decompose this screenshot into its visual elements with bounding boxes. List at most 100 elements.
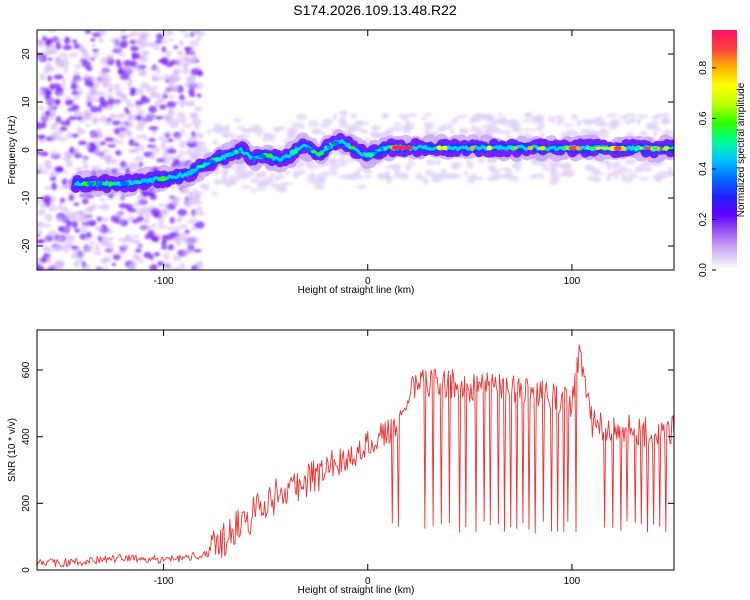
spectrogram-noise-blob — [119, 74, 130, 81]
spectrogram-halo-blob — [360, 129, 369, 134]
spectrogram-halo-blob — [392, 122, 402, 126]
colorbar-tick-label: 0.4 — [698, 162, 709, 176]
spectrogram-noise-blob — [92, 48, 99, 53]
spectrogram-y-tick-label: 0 — [21, 147, 32, 153]
spectrogram-noise-blob — [57, 202, 64, 211]
spectrogram-halo-blob — [561, 163, 573, 169]
spectrogram-noise-blob — [98, 36, 104, 44]
spectrogram-halo-blob — [663, 128, 670, 136]
chart-title: S174.2026.109.13.48.R22 — [293, 2, 457, 18]
snr-x-tick-label: 100 — [564, 576, 581, 587]
spectrogram-noise-blob — [99, 115, 108, 123]
spectrogram-noise-blob — [82, 264, 91, 270]
spectrogram-halo-blob — [355, 127, 363, 132]
spectrogram-noise-blob — [37, 228, 43, 236]
spectrogram-halo-blob — [234, 167, 243, 175]
spectrogram-peak — [131, 180, 139, 185]
spectrogram-halo-blob — [564, 172, 574, 178]
spectrogram-noise-blob — [63, 245, 70, 254]
spectrogram-halo-blob — [547, 115, 556, 123]
spectrogram-noise-blob — [81, 49, 89, 57]
spectrogram-halo-blob — [255, 187, 267, 192]
spectrogram-halo-blob — [606, 164, 612, 171]
spectrogram-noise-blob — [183, 46, 194, 51]
spectrogram-halo-blob — [247, 127, 259, 132]
spectrogram-halo-blob — [521, 119, 533, 123]
spectrogram-halo-blob — [237, 125, 246, 130]
spectrogram-noise-blob — [52, 50, 58, 54]
spectrogram-noise-blob — [180, 262, 185, 268]
spectrogram-noise-blob — [81, 61, 92, 68]
spectrogram-halo-blob — [498, 120, 511, 126]
spectrogram-noise-blob — [43, 160, 52, 168]
spectrogram-noise-blob — [85, 194, 95, 199]
spectrogram-noise-blob — [118, 115, 125, 119]
spectrogram-noise-blob — [44, 213, 53, 222]
spectrogram-noise-blob — [71, 216, 81, 222]
spectrogram-noise-blob — [174, 134, 182, 141]
spectrogram-halo-blob — [227, 181, 238, 186]
spectrogram-noise-blob — [44, 38, 54, 44]
spectrogram-noise-blob — [121, 93, 126, 98]
spectrogram-halo-blob — [550, 173, 557, 180]
snr-y-axis: 0 200 400 600 — [21, 361, 674, 573]
spectrogram-noise-blob — [154, 40, 163, 44]
spectrogram-noise-blob — [74, 228, 81, 233]
spectrogram-noise-blob — [142, 196, 147, 203]
spectrogram-peak — [326, 144, 331, 150]
spectrogram-noise-blob — [135, 248, 142, 253]
spectrogram-noise-blob — [149, 66, 156, 71]
spectrogram-peak — [251, 157, 256, 162]
spectrogram-noise-blob — [90, 57, 96, 61]
spectrogram-noise-blob — [179, 40, 185, 47]
spectrogram-halo-blob — [275, 186, 287, 193]
spectrogram-halo-blob — [499, 167, 510, 171]
spectrogram-noise-blob — [138, 161, 144, 167]
spectrogram-halo-blob — [274, 175, 280, 182]
spectrogram-halo-blob — [523, 128, 530, 132]
spectrogram-noise-blob — [191, 212, 196, 217]
spectrogram-noise-blob — [98, 197, 107, 202]
spectrogram-y-tick-label: -10 — [21, 190, 32, 205]
spectrogram-halo-blob — [319, 124, 330, 129]
spectrogram-noise-blob — [65, 219, 72, 227]
spectrogram-noise-blob — [95, 75, 105, 83]
spectrogram-halo-blob — [269, 173, 276, 179]
spectrogram-max-peak — [392, 145, 413, 150]
spectrogram-noise-blob — [161, 46, 167, 53]
spectrogram-halo-blob — [291, 122, 300, 129]
spectrogram-noise-blob — [168, 155, 175, 161]
spectrogram-halo-blob — [392, 126, 403, 132]
spectrogram-noise-blob — [197, 70, 204, 76]
spectrogram-noise-blob — [47, 43, 52, 49]
spectrogram-noise-blob — [155, 33, 164, 41]
spectrogram-noise-blob — [104, 54, 113, 61]
spectrogram-noise-blob — [84, 30, 92, 34]
spectrogram-noise-blob — [176, 50, 184, 56]
spectrogram-halo-blob — [188, 198, 201, 205]
colorbar: 0.0 0.2 0.4 0.6 0.8 Normalized spectral ampl… — [698, 30, 747, 277]
spectrogram-noise-blob — [118, 203, 128, 209]
spectrogram-noise-blob — [66, 118, 71, 127]
spectrogram-noise-blob — [37, 56, 45, 62]
spectrogram-noise-blob — [157, 261, 165, 267]
spectrogram-halo-blob — [340, 115, 346, 120]
spectrogram-noise-blob — [177, 215, 183, 222]
spectrogram-noise-blob — [152, 130, 157, 135]
spectrogram-halo-blob — [484, 114, 495, 121]
spectrogram-peak — [233, 149, 239, 155]
spectrogram-peak — [383, 146, 388, 151]
spectrogram-halo-blob — [293, 172, 300, 180]
spectrogram-halo-blob — [356, 184, 367, 190]
spectrogram-noise-blob — [44, 186, 53, 190]
spectrogram-noise-blob — [194, 124, 200, 131]
spectrogram-noise-blob — [179, 94, 185, 101]
spectrogram-x-tick-label: 100 — [564, 276, 581, 287]
spectrogram-noise-blob — [55, 42, 62, 51]
spectrogram-noise-blob — [47, 229, 58, 238]
spectrogram-noise-blob — [173, 70, 179, 75]
spectrogram-halo-blob — [257, 179, 268, 187]
spectrogram-halo-blob — [486, 124, 493, 130]
spectrogram-halo-blob — [636, 114, 649, 119]
